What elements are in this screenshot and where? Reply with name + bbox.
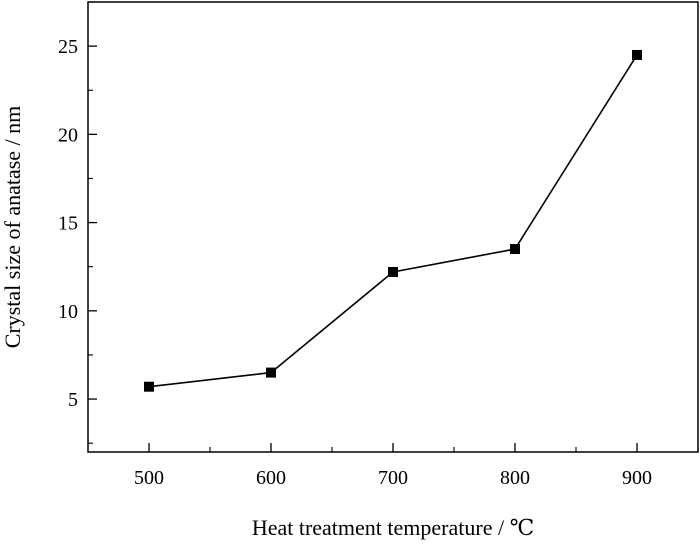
y-tick-label: 5 <box>68 389 78 411</box>
x-tick-label: 900 <box>622 467 652 489</box>
data-point <box>388 267 398 277</box>
plot-frame <box>87 1 699 453</box>
x-axis-title: Heat treatment temperature / ℃ <box>252 515 534 540</box>
x-tick-label: 800 <box>500 467 530 489</box>
data-point <box>632 49 642 60</box>
y-tick-label: 20 <box>58 124 78 146</box>
y-tick-label: 25 <box>58 36 78 58</box>
x-tick-label: 700 <box>378 467 408 489</box>
series-line <box>148 54 638 388</box>
y-tick-label: 10 <box>58 301 78 323</box>
y-axis-ticks: 5 10 15 20 25 <box>58 1 97 444</box>
series-group <box>144 49 642 392</box>
data-point <box>510 244 520 255</box>
x-tick-label: 600 <box>256 467 286 489</box>
x-tick-label: 500 <box>134 467 164 489</box>
x-axis-ticks: 500 600 700 800 900 <box>134 443 699 489</box>
data-point <box>144 381 154 392</box>
y-axis-title: Crystal size of anatase / nm <box>0 106 25 349</box>
y-tick-label: 15 <box>58 213 78 235</box>
data-point <box>266 367 276 378</box>
